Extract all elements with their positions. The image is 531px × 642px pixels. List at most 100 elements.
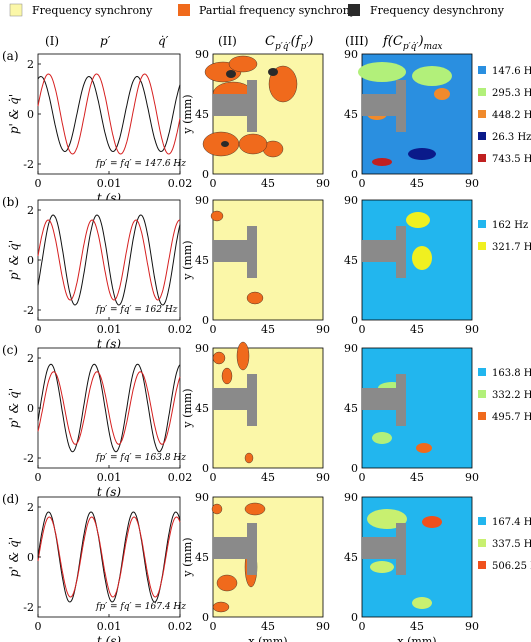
frequency-label: 167.4 Hz xyxy=(492,517,531,528)
map-y-tick-label: 90 xyxy=(344,491,358,504)
x-tick-label: 0.01 xyxy=(97,323,122,336)
x-tick-label: 0 xyxy=(35,471,42,484)
frequency-swatch xyxy=(478,517,486,525)
frequency-label: 743.5 Hz xyxy=(492,154,531,165)
map-x-tick-label: 45 xyxy=(410,177,424,190)
frequency-swatch xyxy=(478,412,486,420)
legend-swatch-synchrony xyxy=(9,3,23,17)
frequency-label: 163.8 Hz xyxy=(492,368,531,379)
partial-synchrony-region xyxy=(246,291,264,305)
desynchrony-region xyxy=(226,70,236,78)
map-y-axis-label: y (mm) xyxy=(181,94,194,134)
frequency-region xyxy=(370,561,394,573)
partial-synchrony-region xyxy=(216,574,238,592)
dominant-frequency-map: 0 45 90 0 45 90 xyxy=(344,194,479,336)
partial-synchrony-region xyxy=(211,503,223,515)
frequency-label: 147.6 Hz xyxy=(492,66,531,77)
map-y-tick-label: 45 xyxy=(344,551,358,564)
map-x-tick-label: 0 xyxy=(359,620,366,633)
legend-swatch-desynchrony xyxy=(348,4,360,16)
partial-synchrony-region xyxy=(244,452,254,464)
bluff-body-head xyxy=(396,80,406,132)
map-y-axis-label: y (mm) xyxy=(181,240,194,280)
map-y-tick-label: 45 xyxy=(195,254,209,267)
desynchrony-region xyxy=(268,68,278,76)
bluff-body-stem xyxy=(362,94,396,116)
frequency-swatch xyxy=(478,132,486,140)
line-legend-q-label: q̇′ xyxy=(158,34,169,48)
map-x-tick-label: 90 xyxy=(465,471,479,484)
frequency-swatch xyxy=(478,561,486,569)
map-y-tick-label: 45 xyxy=(344,402,358,415)
map-y-tick-label: 90 xyxy=(195,48,209,61)
frequency-legend: 147.6 Hz 295.3 Hz 448.2 Hz 26.3 Hz 743.5 Hz xyxy=(478,66,531,165)
map-y-tick-label: 90 xyxy=(195,342,209,355)
legend-label-desynchrony: Frequency desynchrony xyxy=(370,4,505,17)
frequency-annotation: fp′ = fq′ = 163.8 Hz xyxy=(95,453,186,463)
synchrony-map: 0 45 90 0 45 90 y (mm) xyxy=(181,194,330,336)
y-axis-label: p' & q̇' xyxy=(7,94,21,134)
partial-synchrony-region xyxy=(236,341,250,371)
map-y-tick-label: 0 xyxy=(202,314,209,327)
map-y-tick-label: 45 xyxy=(195,108,209,121)
map-x-tick-label: 45 xyxy=(410,471,424,484)
series-line-q xyxy=(37,219,181,301)
frequency-region xyxy=(412,597,432,609)
row-label: (a) xyxy=(2,49,19,63)
x-tick-label: 0.02 xyxy=(168,620,193,633)
frequency-swatch xyxy=(478,368,486,376)
map-x-tick-label: 90 xyxy=(316,620,330,633)
frequency-label: 332.2 Hz xyxy=(492,390,531,401)
map-x-tick-label: 90 xyxy=(316,323,330,336)
y-axis-label: p' & q̇' xyxy=(7,388,21,428)
frequency-region xyxy=(416,443,432,453)
map-y-tick-label: 45 xyxy=(195,402,209,415)
map-x-tick-label: 0 xyxy=(359,323,366,336)
bluff-body-stem xyxy=(213,240,247,262)
column-header-2-formula: Cp′q̇′(fp′) xyxy=(265,34,313,52)
column-header-2: (II) xyxy=(218,34,237,48)
map-x-tick-label: 0 xyxy=(210,177,217,190)
y-tick-label: 2 xyxy=(27,204,34,217)
y-tick-label: 0 xyxy=(27,108,34,121)
map-x-tick-label: 0 xyxy=(210,471,217,484)
frequency-swatch xyxy=(478,110,486,118)
plot-frame xyxy=(37,347,181,469)
synchrony-map: 0 45 90 0 45 90 y (mm) x (mm) xyxy=(181,491,330,642)
frequency-region xyxy=(372,158,392,166)
partial-synchrony-region xyxy=(212,351,226,365)
bluff-body-stem xyxy=(213,388,247,410)
partial-synchrony-region xyxy=(210,210,224,222)
partial-synchrony-region xyxy=(238,133,268,155)
frequency-label: 337.5 Hz xyxy=(492,539,531,550)
series-line-q xyxy=(37,516,181,598)
map-x-axis-label: x (mm) xyxy=(397,635,436,642)
bluff-body-head xyxy=(396,523,406,575)
map-x-tick-label: 45 xyxy=(410,620,424,633)
frequency-swatch xyxy=(478,390,486,398)
map-x-tick-label: 90 xyxy=(316,471,330,484)
map-x-tick-label: 0 xyxy=(210,620,217,633)
frequency-region xyxy=(434,88,450,100)
x-tick-label: 0 xyxy=(35,177,42,190)
frequency-swatch xyxy=(478,66,486,74)
frequency-region xyxy=(372,432,392,444)
map-y-axis-label: y (mm) xyxy=(181,537,194,577)
frequency-annotation: fp′ = fq′ = 162 Hz xyxy=(95,305,178,315)
line-legend-p-label: p′ xyxy=(100,34,111,48)
y-tick-label: 2 xyxy=(27,58,34,71)
map-y-tick-label: 90 xyxy=(195,194,209,207)
frequency-swatch xyxy=(478,539,486,547)
map-y-tick-label: 0 xyxy=(202,611,209,624)
bluff-body-stem xyxy=(362,240,396,262)
bluff-body-head xyxy=(396,226,406,278)
row-label: (c) xyxy=(2,343,18,357)
y-tick-label: 0 xyxy=(27,551,34,564)
